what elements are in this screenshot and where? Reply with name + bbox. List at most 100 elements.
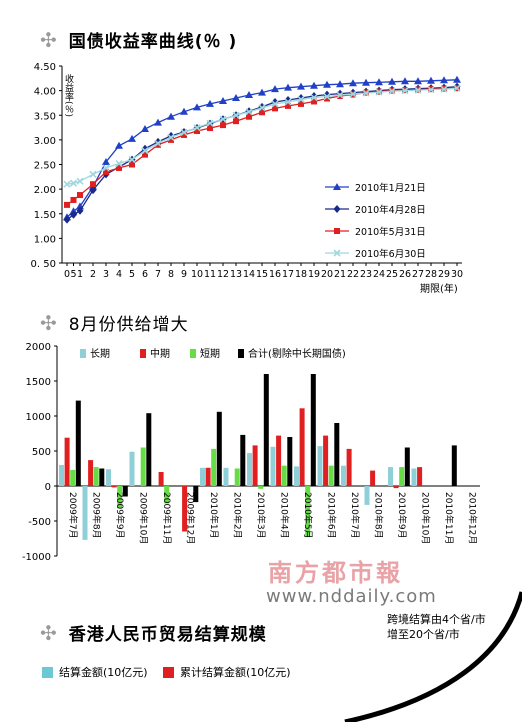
category-group <box>388 447 410 489</box>
data-point <box>90 181 96 188</box>
legend-label: 短期 <box>200 347 220 360</box>
category-group <box>364 470 376 505</box>
bar <box>294 466 299 486</box>
x-tick-label: 9 <box>181 269 187 280</box>
legend-item: 中期 <box>140 347 170 360</box>
data-point <box>362 78 370 86</box>
category-group <box>106 469 128 509</box>
note-line-1: 跨境结算由4个省/市 <box>387 613 486 626</box>
data-point <box>206 119 214 127</box>
legend-item: 2010年1月21日 <box>325 182 426 194</box>
data-point <box>297 95 305 104</box>
settlement-note: 跨境结算由4个省/市 增至20个省/市 <box>387 612 486 642</box>
legend-label: 2010年5月31日 <box>355 226 426 238</box>
yield-curve-chart: 0. 501.001.502.002.503.003.504.004.500 5 1… <box>31 62 464 295</box>
x-tick-label: 1 <box>77 269 83 280</box>
x-tick-label: 2010年8月 <box>372 492 384 539</box>
data-point <box>323 90 331 99</box>
data-point <box>401 87 409 95</box>
x-tick-label: 3 <box>103 269 109 280</box>
data-point <box>141 144 149 153</box>
bar <box>276 435 282 486</box>
y-tick-label: 3.00 <box>34 136 56 147</box>
legend-label: 结算金额(10亿元) <box>59 666 148 679</box>
x-tick-label: 2009年7月 <box>67 492 79 539</box>
category-group <box>341 448 352 486</box>
x-tick-label: 2010年3月 <box>255 492 267 539</box>
x-tick-label: 2010年5月 <box>302 492 314 539</box>
data-point <box>388 77 396 85</box>
data-point <box>453 84 461 92</box>
bar <box>240 434 246 486</box>
plus-icon: ✣ <box>40 310 57 335</box>
data-point <box>271 85 279 93</box>
section-header-supply: ✣ 8月份供给增大 <box>40 310 189 336</box>
data-point <box>388 87 396 95</box>
x-tick-label: 22 <box>347 269 359 280</box>
data-point <box>232 111 240 119</box>
y-tick-label: 0. 50 <box>31 259 56 270</box>
x-tick-label: 2010年11月 <box>443 492 455 544</box>
x-tick-label: 26 <box>399 269 411 280</box>
data-point <box>180 128 188 137</box>
bar <box>205 467 211 486</box>
x-tick-label: 21 <box>334 269 346 280</box>
bar <box>106 469 111 486</box>
bar <box>122 486 128 497</box>
x-tick-label: 14 <box>243 269 255 280</box>
category-group <box>247 374 269 489</box>
data-point <box>77 192 83 199</box>
data-point <box>155 141 161 148</box>
bar <box>299 408 305 486</box>
y-tick-label: 2000 <box>26 342 51 353</box>
legend-swatch <box>42 666 53 678</box>
data-point <box>440 76 448 84</box>
data-point <box>298 100 304 107</box>
data-point <box>245 108 253 116</box>
data-point <box>181 131 187 138</box>
data-point <box>102 164 110 172</box>
data-point <box>258 104 266 112</box>
x-tick-label: 23 <box>360 269 372 280</box>
data-point <box>232 94 240 102</box>
legend-label: 2010年6月30日 <box>355 248 426 260</box>
bar <box>200 467 205 486</box>
data-point <box>102 158 110 166</box>
x-tick-label: 2010年2月 <box>231 492 243 539</box>
data-point <box>310 81 318 89</box>
y-tick-label: 0 <box>45 482 51 493</box>
bar <box>370 470 376 486</box>
x-tick-label: 7 <box>155 269 161 280</box>
data-point <box>427 76 435 84</box>
y-tick-label: 1500 <box>26 377 51 388</box>
x-tick-label: 11 <box>204 269 216 280</box>
data-point <box>336 80 344 88</box>
data-point <box>116 164 122 171</box>
category-group <box>451 445 457 486</box>
data-point <box>310 93 318 102</box>
data-point <box>362 89 370 97</box>
data-point <box>324 95 330 102</box>
bar <box>70 469 76 486</box>
data-point <box>401 77 409 85</box>
bar <box>388 467 393 486</box>
bar <box>234 468 240 486</box>
data-point <box>89 186 97 195</box>
y-tick-label: 2.00 <box>34 185 56 196</box>
x-tick-label: 16 <box>269 269 281 280</box>
data-point <box>297 82 305 90</box>
legend-item: 长期 <box>80 348 110 360</box>
data-point <box>284 98 292 106</box>
legend-item: 合计(剔除中长期国债) <box>238 347 346 360</box>
x-tick-label: 25 <box>386 269 398 280</box>
data-point <box>64 201 70 208</box>
data-point <box>258 88 266 96</box>
x-tick-label: 20 <box>321 269 333 280</box>
data-point <box>334 228 340 234</box>
data-point <box>375 78 383 86</box>
x-tick-label: 2009年10月 <box>137 492 149 544</box>
bar <box>158 472 164 486</box>
data-point <box>349 79 357 87</box>
data-point <box>76 206 84 215</box>
bar <box>93 467 99 486</box>
